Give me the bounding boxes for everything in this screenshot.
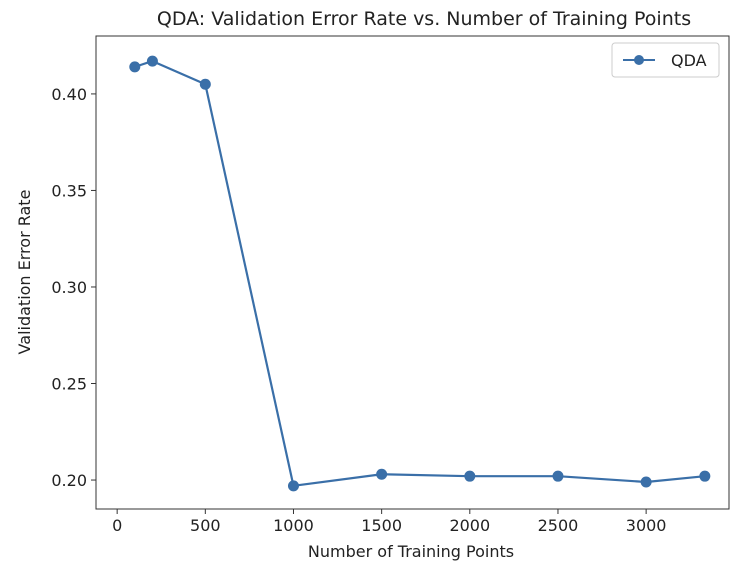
- y-axis: 0.20 0.25 0.30 0.35 0.40: [51, 85, 96, 490]
- data-point: [146, 55, 158, 67]
- y-tick-label: 0.20: [51, 471, 87, 490]
- legend: QDA: [611, 42, 720, 78]
- data-point: [287, 480, 299, 492]
- chart-title: QDA: Validation Error Rate vs. Number of…: [157, 8, 691, 30]
- series-layer: [129, 55, 711, 492]
- y-axis-label: Validation Error Rate: [15, 190, 34, 355]
- x-tick-label: 500: [190, 516, 221, 535]
- data-point: [640, 476, 652, 488]
- x-tick-label: 2000: [449, 516, 490, 535]
- x-axis: 0 500 1000 1500 2000 2500 3000: [112, 509, 666, 535]
- y-tick-label: 0.35: [51, 181, 87, 200]
- data-point: [199, 78, 211, 90]
- data-point: [552, 470, 564, 482]
- data-point: [376, 468, 388, 480]
- plot-area-frame: [95, 35, 730, 510]
- legend-label: QDA: [671, 51, 707, 70]
- x-tick-label: 0: [112, 516, 122, 535]
- x-tick-label: 3000: [626, 516, 667, 535]
- legend-dot-marker: [634, 55, 644, 65]
- x-tick-label: 1500: [361, 516, 402, 535]
- x-tick-label: 2500: [538, 516, 579, 535]
- x-tick-label: 1000: [273, 516, 314, 535]
- y-tick-label: 0.25: [51, 375, 87, 394]
- series-line-qda: [134, 59, 705, 487]
- legend-box: [611, 42, 720, 78]
- data-point: [699, 470, 711, 482]
- data-point: [464, 470, 476, 482]
- y-tick-label: 0.30: [51, 278, 87, 297]
- data-point: [129, 61, 141, 73]
- x-axis-label: Number of Training Points: [308, 542, 514, 561]
- y-tick-label: 0.40: [51, 85, 87, 104]
